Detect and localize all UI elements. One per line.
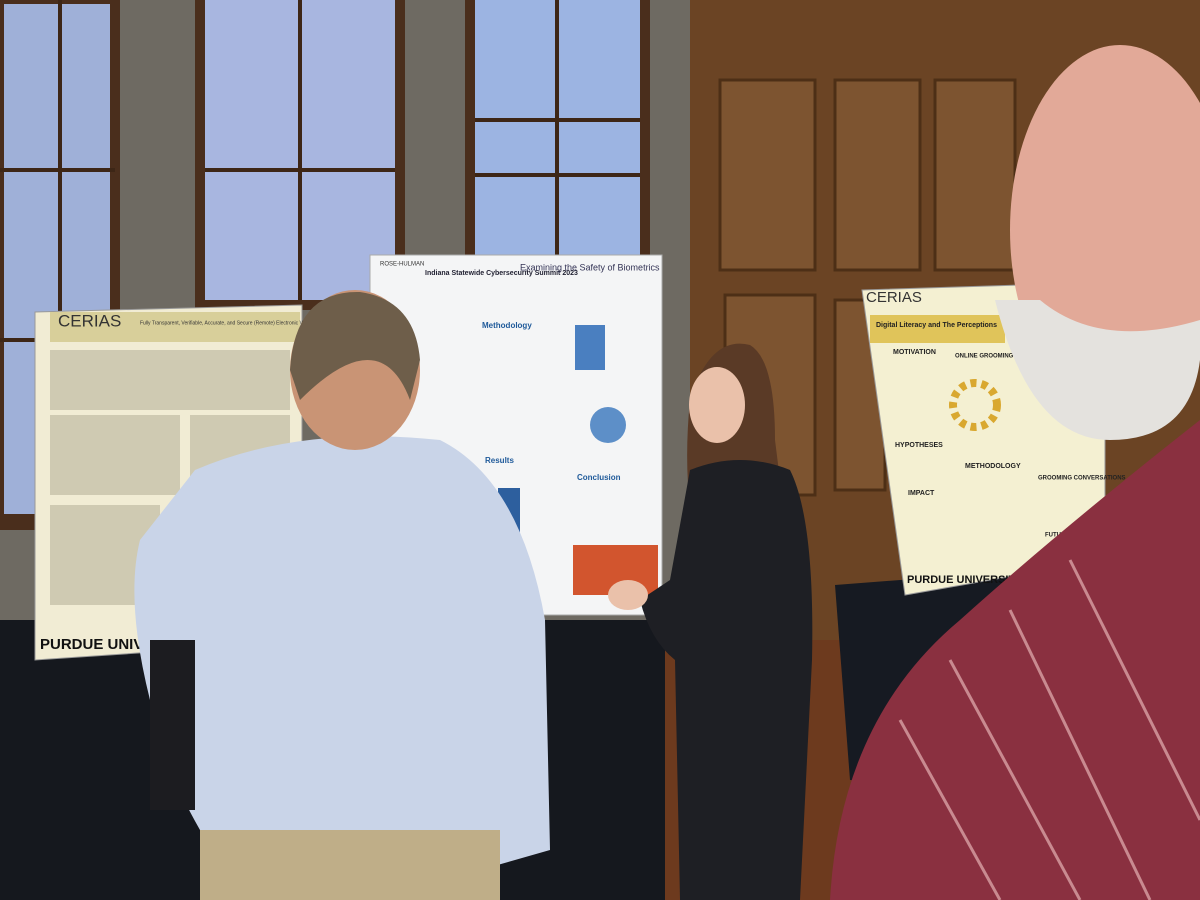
poster-chart [575,325,605,370]
striped-shirt [830,420,1200,900]
shirt [134,436,550,900]
poster-section: METHODOLOGY [965,463,1021,470]
face [689,367,745,443]
hands [608,580,648,610]
poster-event: Indiana Statewide Cybersecurity Summit 2… [425,270,578,277]
poster-org: CERIAS [866,289,922,306]
poster-footer: PURDUE UNIVERSITY [907,574,1023,586]
poster-diagram [949,379,1001,431]
poster-section: ONLINE GROOMING PROCESS [955,354,1044,360]
beard [995,300,1200,440]
pants [200,830,500,900]
poster-org: ROSE-HULMAN [380,262,424,268]
poster-section: MOTIVATION [893,349,936,356]
poster-section: Results [485,456,514,465]
poster-org: CERIAS [58,311,121,330]
poster-section: Conclusion [577,473,621,482]
poster-title: Digital Literacy and The Perceptions [876,322,997,329]
poster-section: FUTURE [1045,533,1069,539]
poster-header [50,312,300,342]
poster-section: Methodology [482,321,532,330]
hair [290,291,420,400]
shirt-stripes [898,559,1200,900]
poster-section: HYPOTHESES [895,442,943,449]
poster-section: GROOMING CONVERSATIONS [1038,476,1126,482]
poster-title: Examining the Safety of Biometrics [520,262,660,272]
poster-section: IMPACT [908,490,935,497]
poster-title: Fully Transparent, Verifiable, Accurate,… [140,320,368,326]
black-outfit [640,460,813,900]
poster-chart [590,407,626,443]
folder [150,640,195,810]
poster-header [870,315,1005,343]
